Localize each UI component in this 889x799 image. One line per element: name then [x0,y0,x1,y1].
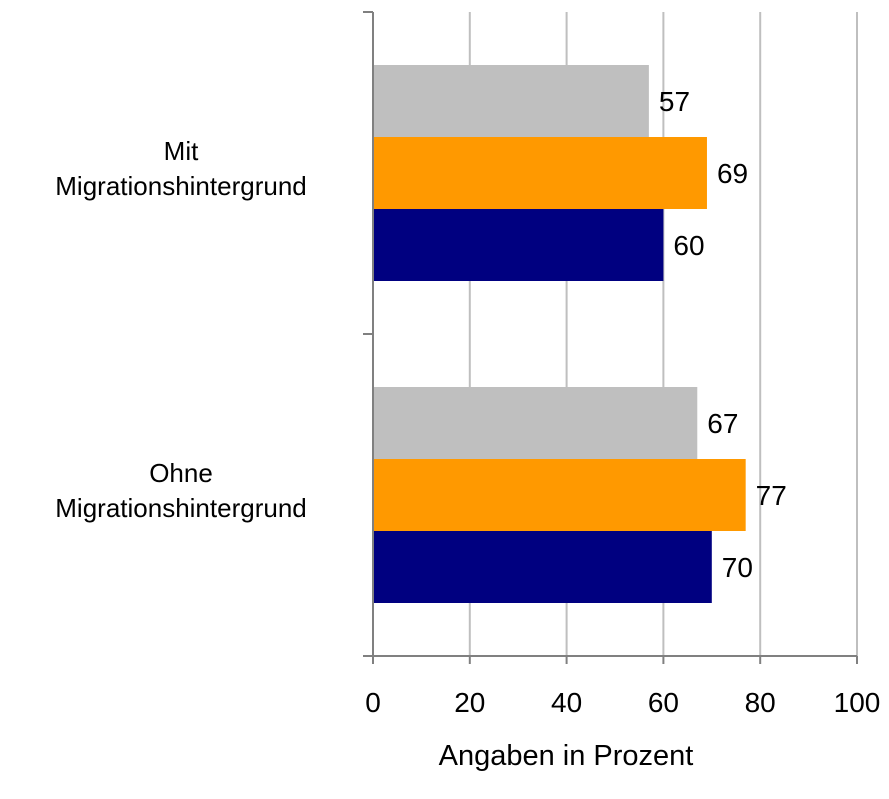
x-tick-label: 20 [454,687,485,718]
bar [373,209,664,281]
data-label: 70 [722,552,753,583]
x-tick-label: 100 [834,687,881,718]
data-label: 69 [717,158,748,189]
x-tick-label: 80 [745,687,776,718]
category-label-line2: Migrationshintergrund [55,493,306,523]
x-tick-label: 40 [551,687,582,718]
bars [373,65,746,603]
x-tick-label: 60 [648,687,679,718]
data-label: 60 [673,230,704,261]
bar [373,387,698,459]
labels: 57 69 60 67 77 70 [659,86,787,583]
data-label: 67 [707,408,738,439]
category-label-line1: Mit [164,136,199,166]
bar [373,531,712,603]
bar [373,459,746,531]
x-tick-label: 0 [365,687,381,718]
category-labels: Mit Migrationshintergrund Ohne Migrationshi… [55,136,306,523]
data-label: 77 [756,480,787,511]
data-label: 57 [659,86,690,117]
bar [373,137,707,209]
x-axis-title: Angaben in Prozent [439,740,694,772]
axes: 0 20 40 60 80 100 [363,11,881,718]
category-label-line2: Migrationshintergrund [55,171,306,201]
category-label-line1: Ohne [149,458,213,488]
bar [373,65,649,137]
